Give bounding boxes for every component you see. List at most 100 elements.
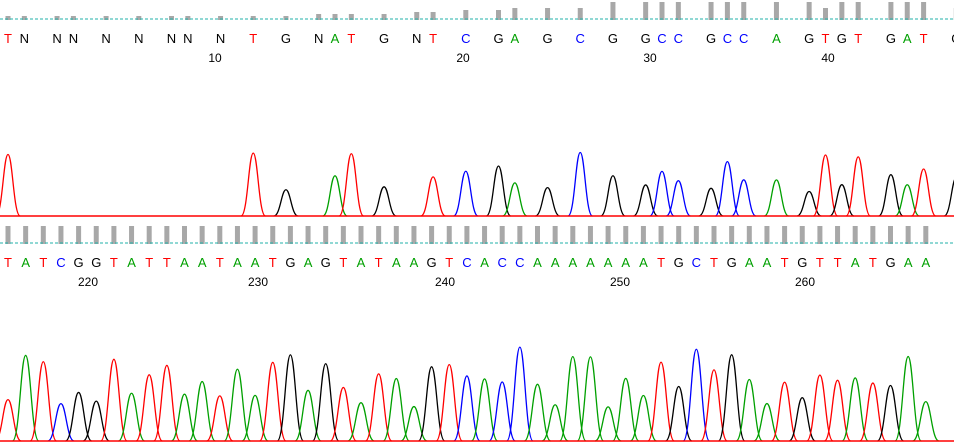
base-call[interactable]: A xyxy=(763,255,772,270)
base-call[interactable]: G xyxy=(886,31,896,46)
base-call[interactable]: T xyxy=(216,255,224,270)
base-call[interactable]: G xyxy=(804,31,814,46)
trace-peak xyxy=(859,382,887,442)
base-call[interactable]: A xyxy=(772,31,781,46)
base-call[interactable]: T xyxy=(920,31,928,46)
base-call[interactable]: T xyxy=(269,255,277,270)
base-call[interactable]: T xyxy=(145,255,153,270)
base-call[interactable]: A xyxy=(304,255,313,270)
base-call[interactable]: A xyxy=(357,255,366,270)
quality-bar xyxy=(23,226,29,244)
base-call[interactable]: A xyxy=(745,255,754,270)
base-call[interactable]: T xyxy=(781,255,789,270)
base-call[interactable]: T xyxy=(339,255,347,270)
base-call[interactable]: C xyxy=(576,31,585,46)
base-call[interactable]: T xyxy=(110,255,118,270)
trace-peak xyxy=(894,355,922,442)
base-call[interactable]: A xyxy=(21,255,30,270)
base-call[interactable]: C xyxy=(461,31,470,46)
base-call[interactable]: C xyxy=(515,255,524,270)
base-call[interactable]: N xyxy=(20,31,29,46)
base-call[interactable]: N xyxy=(134,31,143,46)
base-call[interactable]: A xyxy=(251,255,260,270)
base-call[interactable]: T xyxy=(445,255,453,270)
base-call[interactable]: T xyxy=(375,255,383,270)
base-call[interactable]: C xyxy=(462,255,471,270)
base-call[interactable]: N xyxy=(101,31,110,46)
base-call[interactable]: G xyxy=(706,31,716,46)
base-call[interactable]: N xyxy=(167,31,176,46)
base-call[interactable]: A xyxy=(533,255,542,270)
base-call[interactable]: A xyxy=(904,255,913,270)
trace-peak xyxy=(943,179,954,217)
base-call[interactable]: G xyxy=(493,31,503,46)
base-call[interactable]: A xyxy=(233,255,242,270)
base-call[interactable]: N xyxy=(52,31,61,46)
base-call[interactable]: A xyxy=(851,255,860,270)
base-call[interactable]: C xyxy=(657,31,666,46)
base-call[interactable]: A xyxy=(198,255,207,270)
base-call[interactable]: C xyxy=(692,255,701,270)
base-call[interactable]: T xyxy=(657,255,665,270)
base-call[interactable]: C xyxy=(56,255,65,270)
base-call[interactable]: G xyxy=(542,31,552,46)
base-call[interactable]: G xyxy=(641,31,651,46)
base-call[interactable]: A xyxy=(921,255,930,270)
base-call[interactable]: C xyxy=(739,31,748,46)
base-call[interactable]: G xyxy=(74,255,84,270)
base-call[interactable]: N xyxy=(183,31,192,46)
base-call[interactable]: T xyxy=(4,31,12,46)
base-call[interactable]: T xyxy=(249,31,257,46)
base-call[interactable]: G xyxy=(281,31,291,46)
base-call[interactable]: N xyxy=(314,31,323,46)
base-call[interactable]: G xyxy=(427,255,437,270)
base-call[interactable]: A xyxy=(604,255,613,270)
base-call[interactable]: A xyxy=(568,255,577,270)
base-call[interactable]: T xyxy=(816,255,824,270)
base-call[interactable]: A xyxy=(511,31,520,46)
base-call[interactable]: G xyxy=(885,255,895,270)
base-call[interactable]: T xyxy=(163,255,171,270)
base-call[interactable]: T xyxy=(429,31,437,46)
quality-bar xyxy=(21,16,27,20)
base-call[interactable]: T xyxy=(854,31,862,46)
base-call[interactable]: A xyxy=(127,255,136,270)
base-call[interactable]: T xyxy=(4,255,12,270)
base-call[interactable]: G xyxy=(797,255,807,270)
base-call[interactable]: A xyxy=(621,255,630,270)
base-call[interactable]: G xyxy=(285,255,295,270)
base-call[interactable]: A xyxy=(392,255,401,270)
base-call[interactable]: A xyxy=(903,31,912,46)
base-call[interactable]: A xyxy=(551,255,560,270)
base-call[interactable]: N xyxy=(412,31,421,46)
base-call[interactable]: C xyxy=(723,31,732,46)
base-call[interactable]: A xyxy=(180,255,189,270)
base-call[interactable]: A xyxy=(639,255,648,270)
trace-peak xyxy=(420,176,446,217)
base-call[interactable]: T xyxy=(834,255,842,270)
base-call[interactable]: A xyxy=(331,31,340,46)
base-call[interactable]: A xyxy=(480,255,489,270)
base-call[interactable]: N xyxy=(216,31,225,46)
base-call[interactable]: T xyxy=(869,255,877,270)
trace-peak xyxy=(912,400,940,442)
base-call[interactable]: G xyxy=(379,31,389,46)
base-call[interactable]: T xyxy=(39,255,47,270)
base-call[interactable]: G xyxy=(837,31,847,46)
base-call[interactable]: A xyxy=(410,255,419,270)
base-call[interactable]: G xyxy=(727,255,737,270)
base-call[interactable]: C xyxy=(674,31,683,46)
base-call[interactable]: C xyxy=(498,255,507,270)
base-call[interactable]: N xyxy=(69,31,78,46)
base-call[interactable]: G xyxy=(674,255,684,270)
base-call[interactable]: G xyxy=(321,255,331,270)
base-call[interactable]: T xyxy=(710,255,718,270)
base-call[interactable]: T xyxy=(347,31,355,46)
base-call[interactable]: G xyxy=(608,31,618,46)
base-call[interactable]: G xyxy=(951,31,954,46)
base-call[interactable]: A xyxy=(586,255,595,270)
base-call[interactable]: T xyxy=(822,31,830,46)
base-call[interactable]: G xyxy=(91,255,101,270)
